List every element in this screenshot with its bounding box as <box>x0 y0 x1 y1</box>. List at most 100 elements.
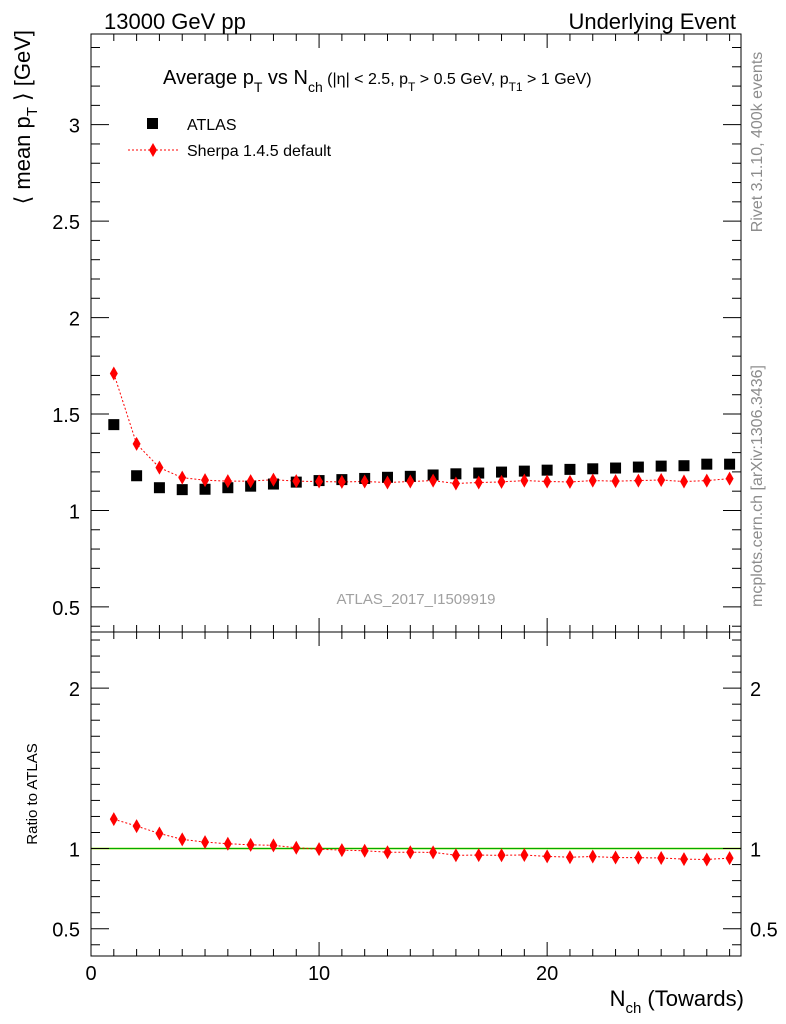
data-point-sherpa <box>269 472 278 487</box>
main-panel-y-tick-labels: 0.5 1 1.5 2 2.5 3 <box>52 116 80 620</box>
data-point-sherpa <box>588 473 597 488</box>
ratio-point-sherpa <box>109 812 118 827</box>
data-point-sherpa <box>337 474 346 489</box>
data-point-atlas <box>724 458 736 470</box>
data-point-atlas <box>473 467 485 479</box>
side-label-mcplots: mcplots.cern.ch [arXiv:1306.3436] <box>749 365 766 607</box>
data-point-sherpa <box>155 460 164 475</box>
ratio-point-sherpa <box>451 848 460 863</box>
data-point-atlas <box>518 465 530 477</box>
x-tick-label: 20 <box>536 963 558 985</box>
ratio-point-sherpa <box>565 850 574 865</box>
header-left: 13000 GeV pp <box>104 9 246 34</box>
legend-label-atlas: ATLAS <box>187 117 237 134</box>
ratio-point-sherpa <box>406 845 415 860</box>
main-panel-lines <box>113 373 730 484</box>
header-right: Underlying Event <box>568 9 736 34</box>
data-point-sherpa <box>565 474 574 489</box>
ratio-y-tick-label: 2 <box>69 679 80 701</box>
data-point-sherpa <box>109 366 118 381</box>
ratio-y-tick-label-right: 1 <box>750 840 761 862</box>
ratio-point-sherpa <box>315 842 324 857</box>
ratio-point-sherpa <box>497 848 506 863</box>
main-panel-points <box>108 366 736 496</box>
ratio-point-sherpa <box>178 832 187 847</box>
ratio-y-tick-label: 1 <box>69 840 80 862</box>
data-point-sherpa <box>178 470 187 485</box>
ratio-y-tick-label: 0.5 <box>52 920 80 942</box>
main-panel: 0.5 1 1.5 2 2.5 3 Average pT vs Nch (|η| < 2.… <box>10 30 742 633</box>
ratio-point-sherpa <box>132 819 141 834</box>
data-point-atlas <box>176 484 188 496</box>
ratio-panel-y-tick-labels: 0.5 0.5 1 1 2 2 <box>52 679 778 942</box>
data-point-sherpa <box>611 474 620 489</box>
chart-title: Average pT vs Nch (|η| < 2.5, pT > 0.5 G… <box>163 67 592 95</box>
x-tick-label: 10 <box>308 963 330 985</box>
y-tick-label: 1 <box>69 501 80 523</box>
data-point-sherpa <box>725 471 734 486</box>
analysis-watermark: ATLAS_2017_I1509919 <box>336 591 495 608</box>
data-point-atlas <box>587 463 599 475</box>
ratio-point-sherpa <box>588 849 597 864</box>
data-point-sherpa <box>679 474 688 489</box>
data-point-sherpa <box>429 473 438 488</box>
ratio-point-sherpa <box>725 851 734 866</box>
data-point-sherpa <box>223 474 232 489</box>
ratio-point-sherpa <box>337 843 346 858</box>
main-panel-ticks <box>90 34 741 632</box>
data-point-sherpa <box>634 473 643 488</box>
legend-marker-atlas <box>147 118 158 129</box>
ratio-panel-lines <box>113 818 730 860</box>
data-point-atlas <box>655 460 667 472</box>
data-point-sherpa <box>360 474 369 489</box>
ratio-panel-ticks <box>90 632 741 956</box>
data-point-atlas <box>496 466 508 478</box>
data-point-sherpa <box>132 436 141 451</box>
ratio-point-sherpa <box>246 837 255 852</box>
data-point-sherpa <box>520 473 529 488</box>
y-tick-label: 0.5 <box>52 598 80 620</box>
data-point-sherpa <box>474 475 483 490</box>
ratio-panel-points <box>109 812 734 867</box>
y-tick-label: 1.5 <box>52 405 80 427</box>
data-point-atlas <box>199 483 211 495</box>
ratio-point-sherpa <box>360 843 369 858</box>
data-point-atlas <box>450 468 462 480</box>
data-point-sherpa <box>497 474 506 489</box>
ratio-point-sherpa <box>634 850 643 865</box>
ratio-point-sherpa <box>383 845 392 860</box>
side-label-rivet: Rivet 3.1.10, 400k events <box>749 52 766 233</box>
ratio-y-tick-label-right: 2 <box>750 679 761 701</box>
data-point-atlas <box>564 463 576 475</box>
data-point-atlas <box>541 464 553 476</box>
ratio-point-sherpa <box>429 845 438 860</box>
data-point-atlas <box>131 470 143 482</box>
data-point-sherpa <box>201 473 210 488</box>
y-tick-label: 2.5 <box>52 212 80 234</box>
ratio-point-sherpa <box>657 850 666 865</box>
legend-label-sherpa: Sherpa 1.4.5 default <box>187 143 332 160</box>
ratio-point-sherpa <box>201 835 210 850</box>
y-axis-label: ⟨ mean pT ⟩ [GeV] <box>10 30 41 204</box>
data-point-atlas <box>678 460 690 472</box>
data-point-atlas <box>153 482 165 494</box>
legend: ATLAS Sherpa 1.4.5 default <box>128 117 332 160</box>
ratio-point-sherpa <box>611 850 620 865</box>
data-point-sherpa <box>292 474 301 489</box>
data-point-atlas <box>610 462 622 474</box>
series-line-sherpa <box>113 373 730 484</box>
ratio-point-sherpa <box>474 848 483 863</box>
ratio-point-sherpa <box>269 838 278 853</box>
data-point-sherpa <box>543 474 552 489</box>
ratio-line-sherpa <box>113 818 730 860</box>
ratio-point-sherpa <box>155 826 164 841</box>
ratio-y-tick-label-right: 0.5 <box>750 920 778 942</box>
ratio-point-sherpa <box>292 840 301 855</box>
x-tick-labels: 0 10 20 <box>85 963 558 985</box>
ratio-point-sherpa <box>223 836 232 851</box>
ratio-point-sherpa <box>679 852 688 867</box>
data-point-sherpa <box>383 475 392 490</box>
data-point-sherpa <box>657 472 666 487</box>
data-point-atlas <box>632 461 644 473</box>
